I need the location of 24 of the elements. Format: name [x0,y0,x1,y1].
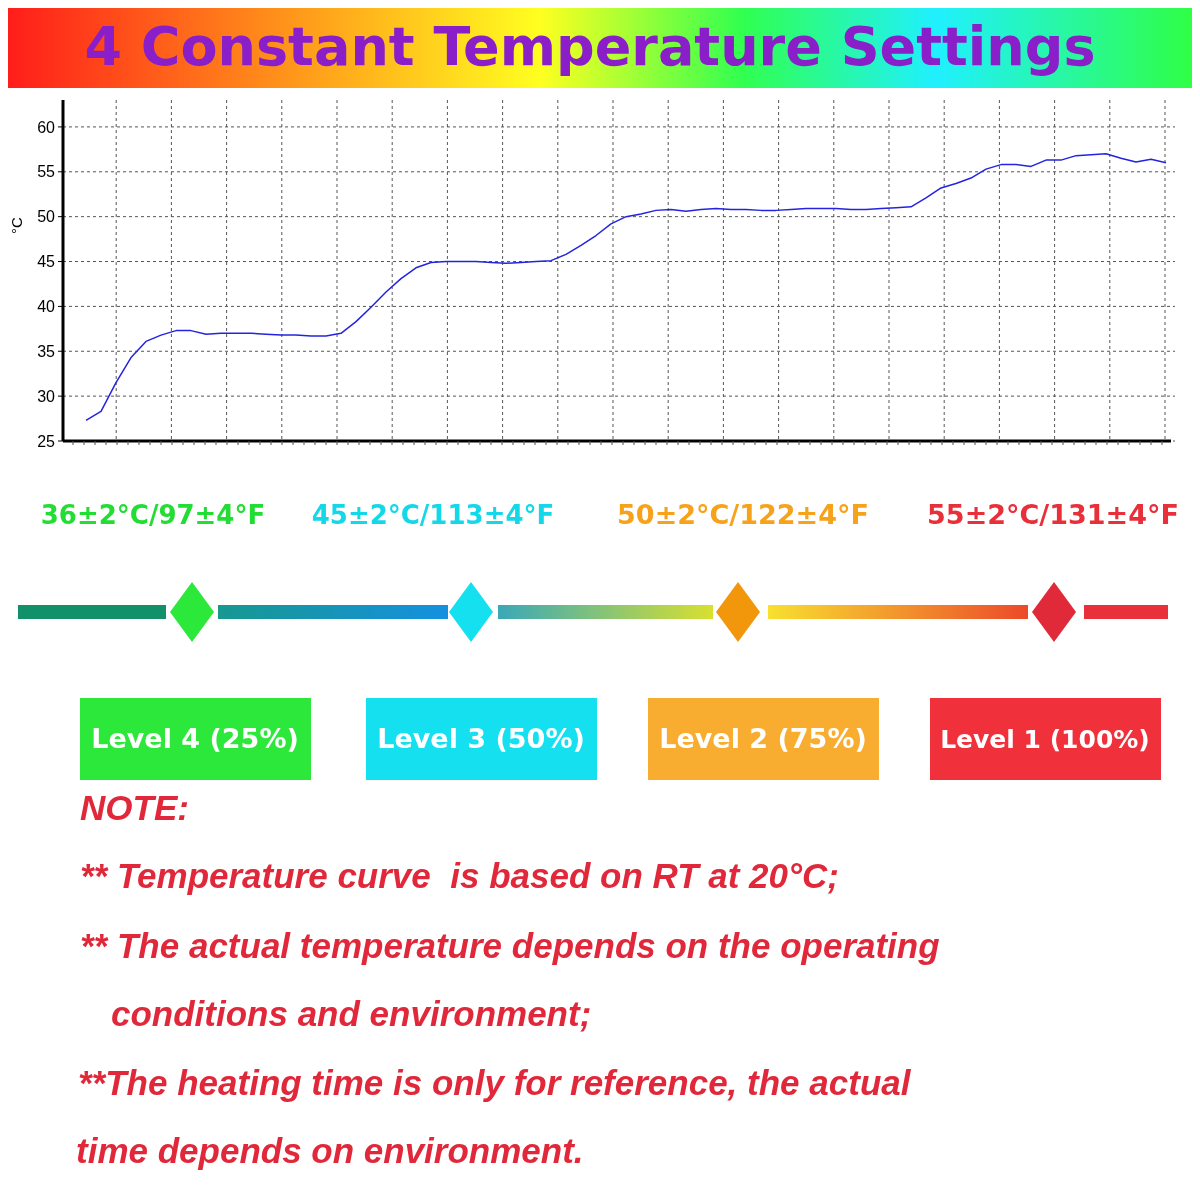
y-tick-label: 50 [37,208,56,226]
line-series [85,153,1167,422]
text: conditions and environment; [111,994,592,1033]
y-tick-label: 40 [37,297,56,315]
text: Level 3 (50%) [377,723,585,754]
text: 50±2°C/122±4°F [617,499,869,530]
text: ** The actual temperature depends on the operating [80,926,940,965]
text: 55±2°C/131±4°F [927,499,1179,530]
text: Level 1 (100%) [940,725,1150,754]
y-axis-title: °C [8,216,25,234]
text: Level 4 (25%) [91,723,299,754]
y-tick-label: 45 [37,253,56,271]
text: 36±2°C/97±4°F [40,500,266,530]
text: time depends on environment. [76,1131,584,1170]
y-tick-label: 25 [37,432,56,450]
text: Level 2 (75%) [659,723,867,754]
y-tick-label: 55 [37,163,56,181]
text: **The heating time is only for reference, the actual [78,1063,912,1102]
y-tick-label: 35 [37,342,56,360]
text: NOTE: [80,788,189,827]
text: 45±2°C/113±4°F [311,500,555,530]
text: ** Temperature curve is based on RT at 20°C; [80,856,839,895]
y-tick-label: 60 [37,118,56,136]
y-tick-label: 30 [37,387,56,405]
